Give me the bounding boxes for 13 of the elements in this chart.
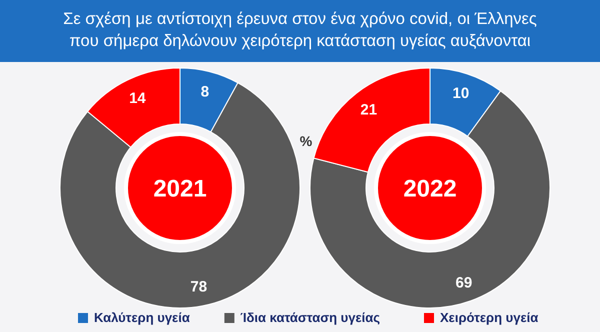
data-label: 69 bbox=[456, 274, 472, 292]
chart-title: Σε σχέση με αντίστοιχη έρευνα στον ένα χρόνο covid, οι Έλληνες που σήμερα δηλώνουν χειρότερη κατάσταση υγείας αυξάνονται bbox=[63, 10, 537, 50]
slice-label: 2022 bbox=[403, 175, 457, 202]
data-label: 78 bbox=[190, 278, 208, 296]
data-label: 21 bbox=[360, 101, 378, 118]
data-label: 10 bbox=[452, 85, 470, 102]
legend-label: Καλύτερη υγεία bbox=[94, 310, 190, 325]
data-label: 8 bbox=[200, 83, 210, 100]
slice-label: 2021 bbox=[153, 175, 207, 202]
text: % bbox=[300, 133, 313, 149]
data-label: 14 bbox=[129, 90, 146, 107]
legend-label: Ίδια κατάσταση υγείας bbox=[240, 310, 380, 325]
legend-label: Χειρότερη υγεία bbox=[440, 310, 538, 325]
